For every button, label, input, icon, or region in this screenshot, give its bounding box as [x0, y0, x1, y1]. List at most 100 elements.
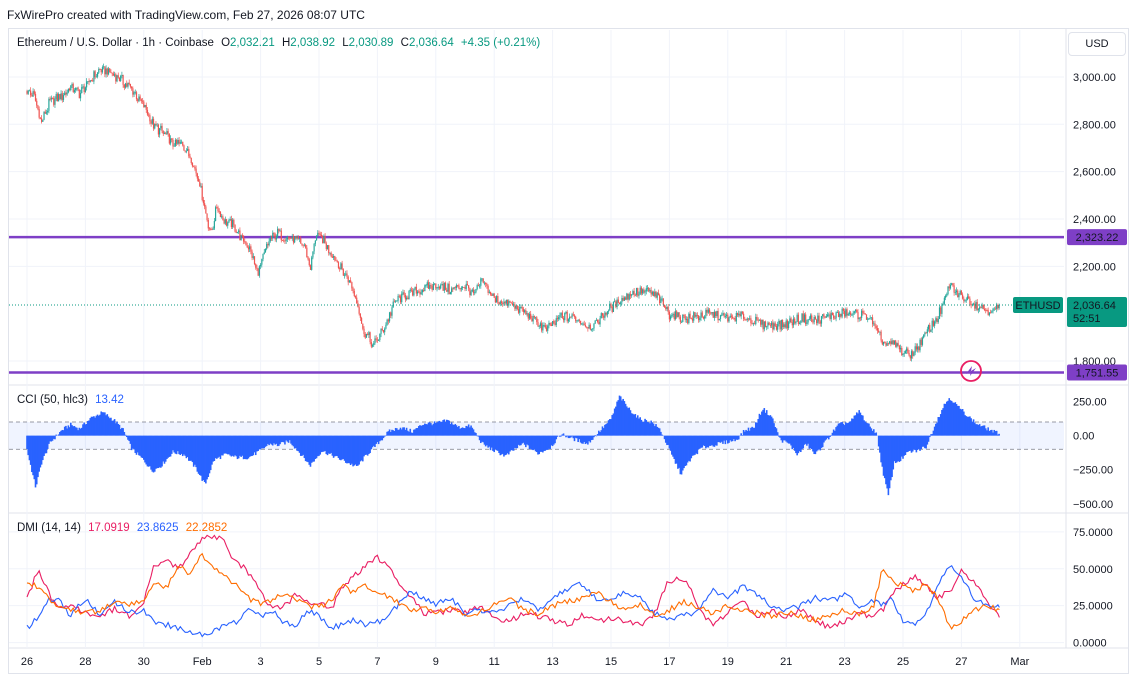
candle-body — [605, 312, 607, 315]
candle — [987, 307, 989, 316]
cci-bar — [619, 396, 622, 436]
cci-bar — [753, 427, 756, 436]
currency-button[interactable]: USD — [1068, 32, 1126, 56]
candle-body — [566, 311, 568, 322]
candle — [767, 321, 769, 330]
candle-body — [887, 343, 889, 345]
candle — [611, 305, 613, 314]
candle — [285, 236, 287, 244]
cci-histogram — [26, 395, 1000, 496]
cci-bar — [793, 435, 796, 451]
main-legend: Ethereum / U.S. Dollar · 1h · Coinbase O… — [17, 37, 544, 49]
candle — [934, 320, 936, 329]
candle-body — [375, 338, 377, 340]
cci-bar — [341, 435, 343, 460]
cci-bar — [276, 435, 279, 447]
cci-bar — [787, 435, 790, 444]
candle-body — [182, 141, 184, 146]
candle — [650, 286, 652, 297]
cci-bar — [472, 429, 475, 436]
candle — [430, 283, 432, 289]
candle-body — [715, 311, 717, 317]
cci-bar — [76, 427, 78, 436]
candle — [212, 226, 214, 230]
candle-body — [492, 293, 494, 296]
candle-body — [694, 312, 696, 317]
candle — [286, 235, 288, 243]
cci-bar — [84, 424, 87, 436]
candle-body — [896, 343, 898, 347]
candle-body — [435, 283, 437, 289]
cci-bar — [104, 412, 106, 436]
cci-bar — [292, 435, 295, 447]
candle-body — [572, 314, 574, 316]
cci-bar — [312, 435, 314, 462]
candle — [789, 315, 791, 324]
cci-bar — [342, 435, 345, 460]
cci-bar — [686, 435, 689, 463]
cci-bar — [287, 435, 290, 443]
cci-bar — [482, 435, 485, 443]
candle-body — [225, 219, 228, 226]
candle — [421, 289, 424, 296]
cci-bar — [952, 402, 954, 436]
cci-bar — [729, 435, 732, 441]
cci-bar — [211, 435, 213, 465]
candle-body — [246, 245, 248, 248]
candle — [626, 292, 628, 301]
cci-bar — [967, 416, 970, 436]
cci-bar — [70, 422, 72, 436]
candle — [825, 313, 827, 318]
cci-bar — [310, 435, 313, 463]
cci-bar — [442, 420, 444, 436]
dmi-line-1 — [26, 565, 1000, 638]
candle — [165, 131, 167, 135]
candle-body — [129, 83, 132, 87]
candle — [857, 309, 859, 323]
candle-body — [638, 294, 640, 296]
cci-bar — [813, 435, 815, 454]
cci-bar — [646, 422, 649, 436]
candle — [688, 312, 690, 325]
candle — [168, 133, 170, 145]
candle-body — [44, 111, 46, 114]
candle-body — [559, 315, 561, 318]
candle — [666, 306, 668, 312]
candle-body — [745, 319, 747, 321]
candle-body — [812, 321, 814, 323]
cci-bar — [959, 408, 961, 436]
candle — [70, 84, 72, 92]
candle — [132, 86, 134, 98]
candle — [816, 318, 818, 326]
candle — [532, 313, 534, 325]
cci-bar — [117, 424, 120, 436]
cci-bar — [376, 435, 379, 443]
candle-body — [784, 324, 786, 328]
candle-body — [525, 310, 527, 315]
candle-body — [923, 334, 925, 338]
candle-body — [223, 219, 225, 224]
cci-bar — [644, 418, 646, 436]
candle-body — [534, 317, 537, 319]
candle — [318, 230, 320, 237]
cci-bar — [914, 435, 916, 451]
candle-body — [747, 318, 750, 320]
candle — [184, 150, 186, 153]
candle — [716, 310, 718, 318]
candle — [784, 322, 786, 329]
candle-body — [603, 315, 605, 318]
candle-body — [426, 282, 428, 286]
candle-body — [268, 240, 270, 246]
candle-body — [870, 317, 872, 319]
cci-bar — [688, 435, 690, 461]
cci-bar — [869, 426, 871, 436]
cci-bar — [909, 435, 912, 451]
cci-bar — [196, 435, 199, 472]
cci-bar — [954, 402, 957, 436]
cci-bar — [841, 422, 843, 436]
candle-body — [926, 329, 928, 334]
candle-body — [735, 312, 737, 322]
candle-body — [279, 230, 281, 232]
candle-body — [453, 287, 455, 290]
